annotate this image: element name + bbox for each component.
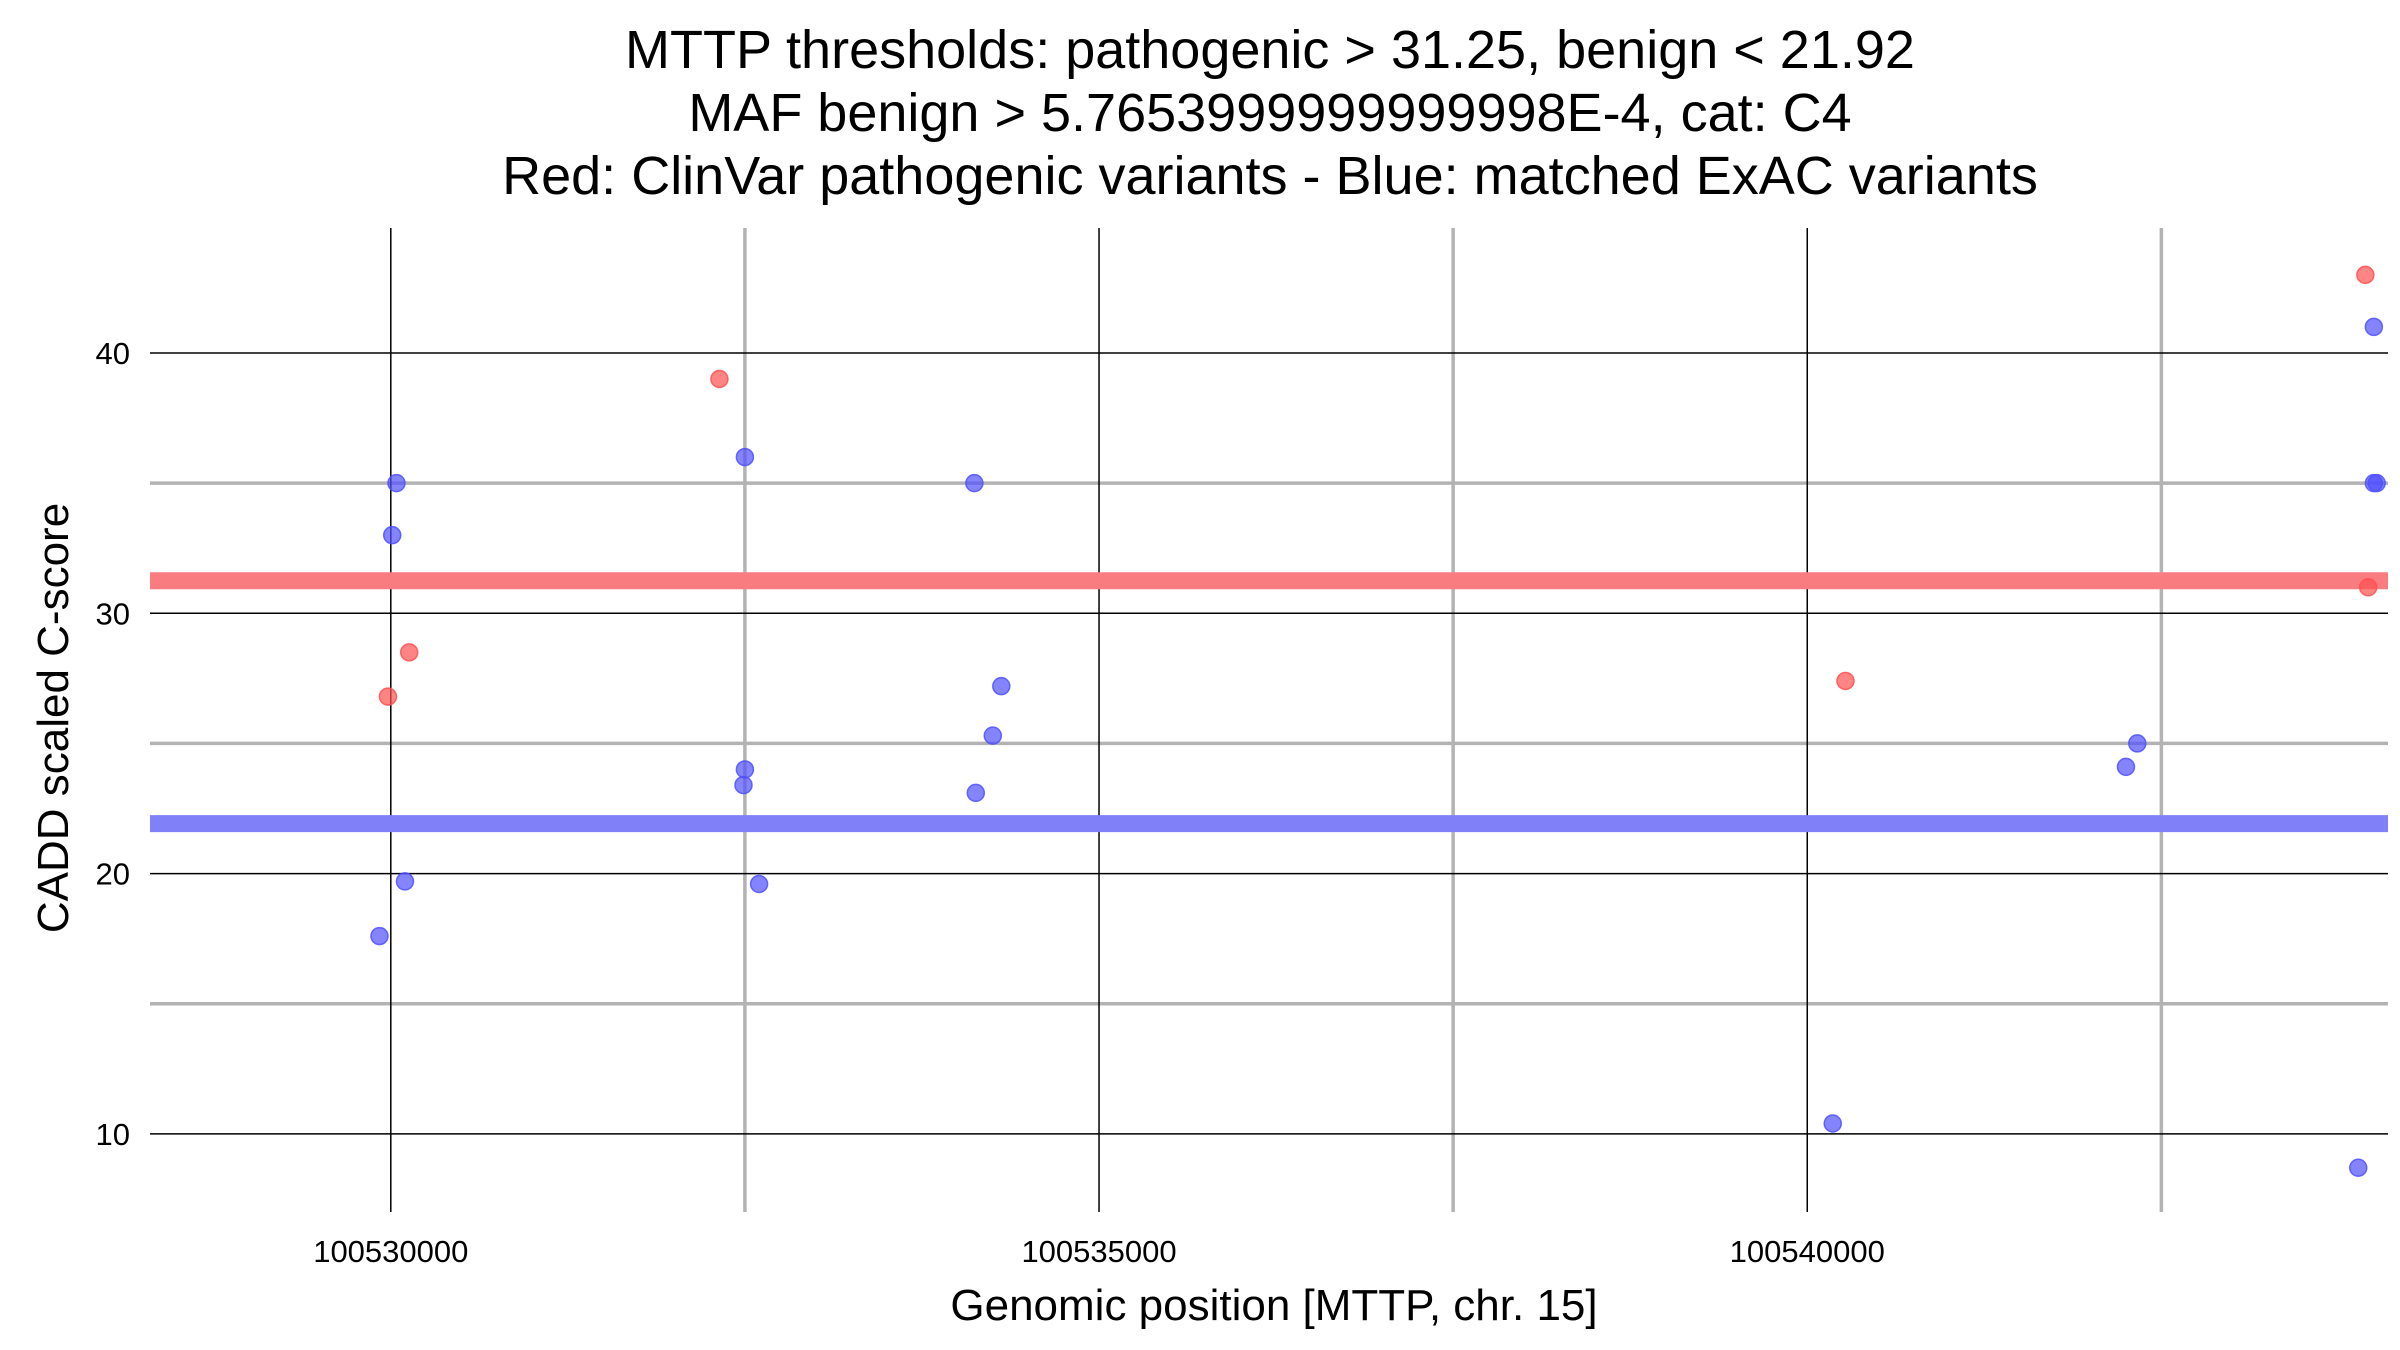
y-tick-label: 40: [96, 336, 130, 371]
y-axis-tick-labels: 10 20 30 40: [96, 336, 130, 1152]
benign-variant-point: [966, 783, 986, 803]
benign-variant-point: [2364, 317, 2384, 337]
x-axis-tick-labels: 100530000 100535000 100540000: [313, 1234, 1885, 1269]
benign-variant-point: [382, 525, 402, 545]
benign-variant-point: [734, 775, 753, 795]
benign-variant-point: [387, 473, 406, 493]
pathogenic-variant-point: [1836, 671, 1855, 691]
benign-variant-point: [965, 473, 984, 493]
benign-variant-point: [749, 874, 769, 894]
threshold-lines: [150, 572, 2388, 833]
chart-title: MTTP thresholds: pathogenic > 31.25, ben…: [502, 20, 2038, 206]
pathogenic-variant-point: [378, 687, 398, 706]
benign-variant-point: [2349, 1158, 2368, 1177]
benign-variant-point: [983, 726, 1003, 745]
pathogenic-variant-point: [2356, 265, 2375, 285]
y-tick-label: 10: [96, 1117, 130, 1152]
x-axis-title: Genomic position [MTTP, chr. 15]: [950, 1281, 1597, 1330]
pathogenic-variant-point: [710, 369, 729, 389]
minor-gridlines: [150, 228, 2388, 1212]
title-line-2: MAF benign > 5.7653999999999998E-4, cat:…: [688, 83, 1851, 143]
benign-variant-point: [735, 760, 755, 779]
x-tick-label: 100540000: [1730, 1234, 1885, 1269]
benign-variant-point: [735, 447, 755, 467]
benign-variant-point: [395, 872, 415, 891]
benign-variant-point: [2367, 473, 2386, 493]
y-axis-title: CADD scaled C-score: [29, 503, 78, 933]
benign-variant-point: [1823, 1114, 1842, 1133]
title-line-1: MTTP thresholds: pathogenic > 31.25, ben…: [625, 20, 1915, 80]
x-tick-label: 100535000: [1021, 1234, 1176, 1269]
benign-variant-point: [2116, 757, 2136, 777]
pathogenic-variant-point: [2358, 577, 2378, 597]
x-tick-label: 100530000: [313, 1234, 468, 1269]
data-points: [370, 265, 2386, 1177]
major-gridlines: [150, 228, 2388, 1212]
benign-variant-point: [2128, 734, 2147, 753]
benign-variant-point: [370, 926, 389, 946]
y-tick-label: 20: [96, 857, 130, 892]
pathogenic-variant-point: [399, 643, 419, 662]
benign-variant-point: [992, 676, 1011, 696]
title-line-3: Red: ClinVar pathogenic variants - Blue:…: [502, 146, 2038, 206]
y-tick-label: 30: [96, 596, 130, 631]
